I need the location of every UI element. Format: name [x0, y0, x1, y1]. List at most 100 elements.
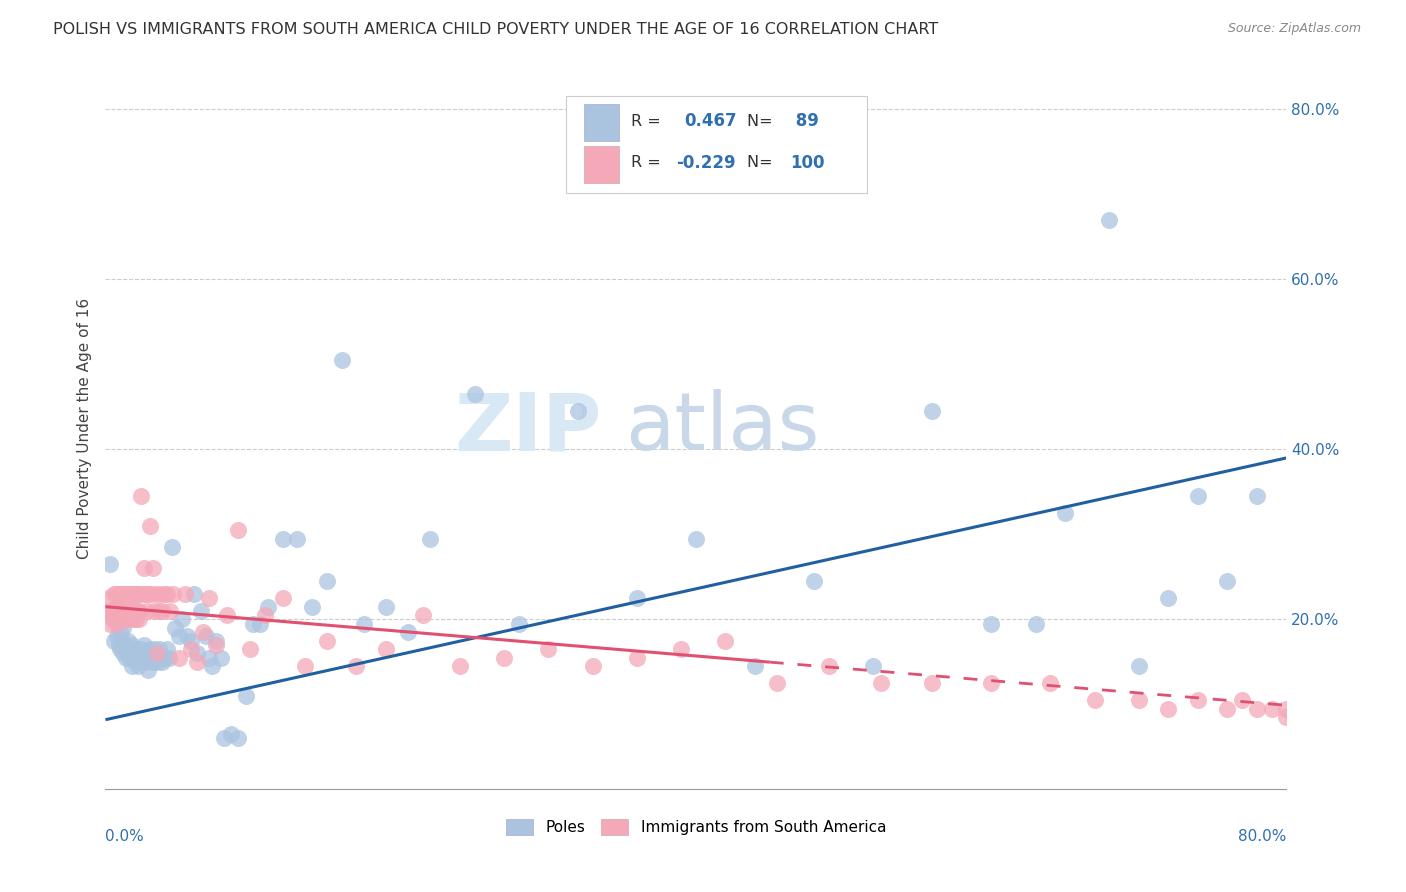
Point — [156, 587, 179, 601]
Point — [117, 633, 139, 648]
Point — [1128, 693, 1150, 707]
Point — [1261, 701, 1284, 715]
Point — [120, 604, 142, 618]
Point — [374, 642, 398, 657]
Point — [103, 633, 125, 648]
Point — [138, 642, 162, 657]
Point — [353, 616, 375, 631]
Point — [110, 642, 132, 657]
Text: ZIP: ZIP — [454, 389, 602, 467]
Text: 89: 89 — [790, 112, 820, 130]
Point — [205, 633, 228, 648]
Point — [122, 647, 145, 661]
Point — [180, 633, 202, 648]
Point — [714, 633, 737, 648]
FancyBboxPatch shape — [583, 103, 619, 141]
Point — [626, 591, 648, 606]
Point — [492, 650, 515, 665]
Text: R =: R = — [631, 113, 666, 128]
Point — [239, 642, 262, 657]
Point — [150, 604, 173, 618]
Point — [103, 604, 125, 618]
Point — [194, 629, 217, 643]
Point — [156, 642, 179, 657]
Point — [121, 659, 143, 673]
Point — [190, 604, 212, 618]
Point — [98, 616, 121, 631]
Point — [129, 489, 152, 503]
Point — [125, 612, 148, 626]
Point — [149, 587, 172, 601]
Point — [111, 604, 134, 618]
Point — [115, 604, 138, 618]
Point — [128, 604, 150, 618]
Text: N=: N= — [747, 113, 778, 128]
Point — [117, 642, 139, 657]
Point — [148, 642, 170, 657]
Point — [127, 604, 149, 618]
Point — [132, 638, 155, 652]
Point — [197, 650, 219, 665]
Point — [582, 659, 605, 673]
Point — [132, 561, 155, 575]
Point — [818, 659, 841, 673]
Point — [253, 608, 276, 623]
Point — [1187, 489, 1209, 503]
Point — [242, 616, 264, 631]
Point — [112, 612, 135, 626]
Point — [110, 587, 132, 601]
Point — [112, 587, 135, 601]
Point — [117, 604, 139, 618]
Point — [125, 642, 148, 657]
Point — [162, 587, 184, 601]
Point — [508, 616, 530, 631]
Point — [346, 659, 368, 673]
Point — [141, 587, 163, 601]
Point — [201, 659, 224, 673]
Point — [115, 650, 138, 665]
Point — [118, 612, 141, 626]
Point — [100, 604, 122, 618]
Point — [921, 404, 943, 418]
Text: atlas: atlas — [626, 389, 820, 467]
Point — [685, 532, 707, 546]
Point — [980, 616, 1002, 631]
Point — [136, 664, 159, 678]
Point — [766, 676, 789, 690]
Text: Source: ZipAtlas.com: Source: ZipAtlas.com — [1227, 22, 1361, 36]
Text: 0.0%: 0.0% — [105, 830, 145, 844]
Point — [1232, 693, 1254, 707]
Point — [205, 638, 228, 652]
Point — [101, 612, 124, 626]
Point — [1024, 616, 1046, 631]
Point — [294, 659, 316, 673]
Point — [1275, 701, 1298, 715]
Point — [626, 650, 648, 665]
Point — [803, 574, 825, 589]
Point — [96, 604, 118, 618]
Point — [107, 604, 129, 618]
Point — [191, 625, 214, 640]
Point — [209, 650, 232, 665]
Legend: Poles, Immigrants from South America: Poles, Immigrants from South America — [499, 813, 893, 841]
Point — [174, 587, 197, 601]
Point — [449, 659, 471, 673]
Point — [1039, 676, 1062, 690]
Point — [153, 587, 176, 601]
Point — [157, 650, 180, 665]
Text: -0.229: -0.229 — [676, 154, 735, 172]
Point — [419, 532, 441, 546]
Point — [121, 587, 143, 601]
Point — [330, 353, 353, 368]
Point — [131, 587, 153, 601]
Point — [1216, 574, 1239, 589]
Point — [120, 587, 142, 601]
Text: R =: R = — [631, 155, 666, 170]
Point — [110, 625, 132, 640]
Point — [567, 404, 589, 418]
Point — [1098, 213, 1121, 227]
Point — [169, 629, 191, 643]
Point — [104, 587, 127, 601]
Point — [186, 647, 208, 661]
Text: 0.467: 0.467 — [685, 112, 737, 130]
